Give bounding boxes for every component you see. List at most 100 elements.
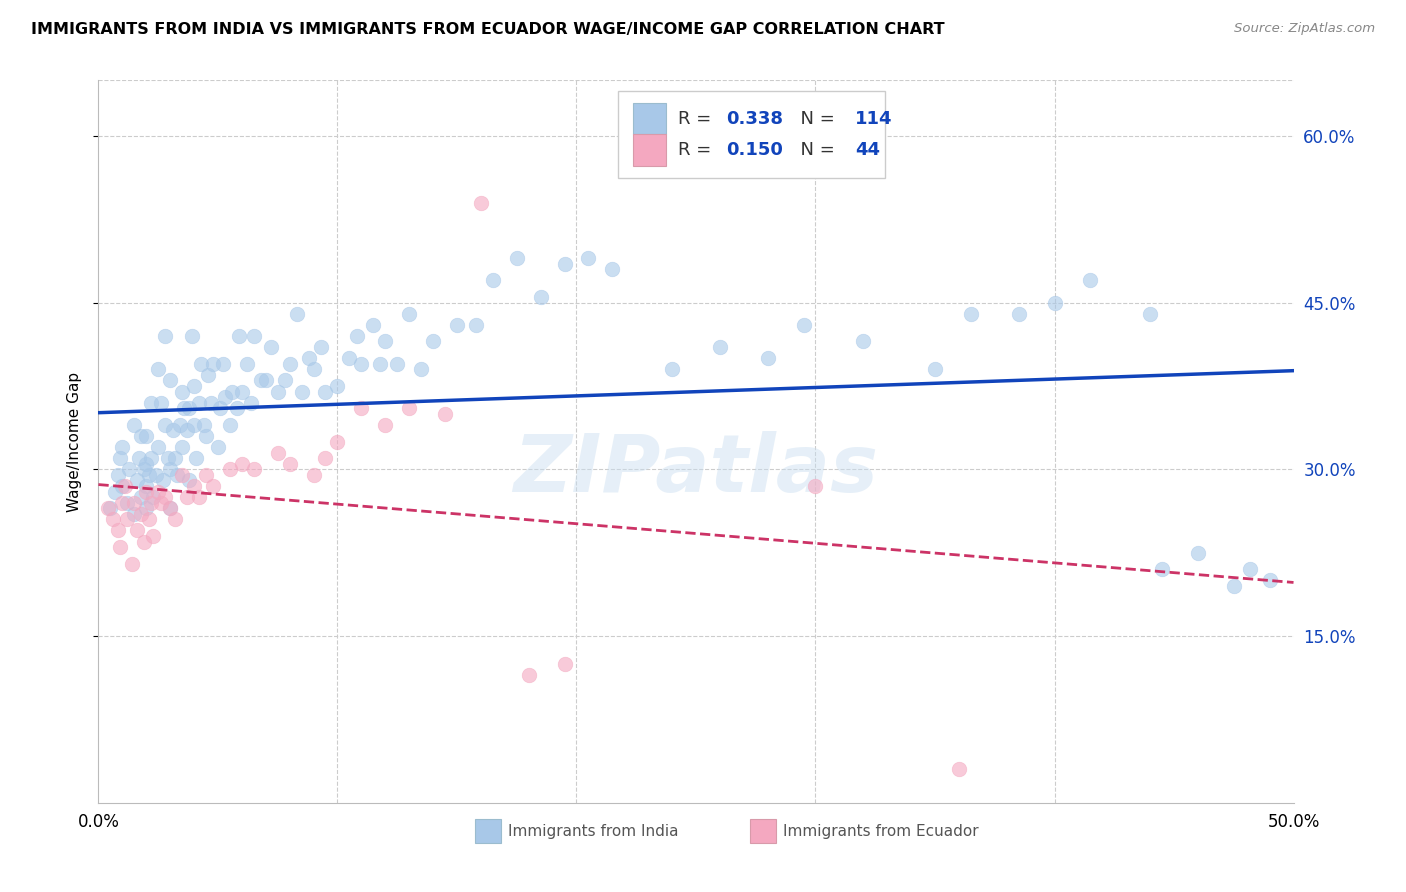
Point — [169, 417, 191, 432]
Point — [231, 384, 253, 399]
Point — [163, 512, 186, 526]
Bar — [619, 91, 884, 178]
Point — [172, 467, 194, 482]
Point — [111, 479, 134, 493]
Point — [465, 318, 488, 332]
Point — [350, 401, 373, 416]
Point — [298, 351, 321, 366]
Text: 0.338: 0.338 — [725, 110, 783, 128]
Point — [172, 440, 194, 454]
Point — [793, 318, 815, 332]
Point — [124, 417, 146, 432]
Point — [135, 484, 157, 499]
Point — [148, 362, 170, 376]
Point — [948, 763, 970, 777]
Text: R =: R = — [678, 110, 717, 128]
Point — [104, 484, 127, 499]
Point — [183, 417, 205, 432]
Point — [159, 501, 181, 516]
Point — [155, 490, 177, 504]
Point — [180, 329, 202, 343]
Point — [259, 340, 281, 354]
Point — [517, 668, 540, 682]
Point — [214, 390, 236, 404]
Point — [128, 451, 150, 466]
Point — [315, 451, 337, 466]
Point — [1258, 574, 1281, 588]
Point — [346, 329, 368, 343]
Point — [187, 490, 209, 504]
Point — [190, 357, 212, 371]
Point — [209, 401, 232, 416]
Point — [1223, 579, 1246, 593]
Bar — [749, 820, 776, 843]
Point — [156, 451, 179, 466]
Point — [179, 474, 201, 488]
Point — [481, 273, 505, 287]
Point — [195, 429, 218, 443]
Point — [1239, 562, 1261, 576]
Point — [350, 357, 373, 371]
Point — [139, 395, 162, 409]
Point — [108, 451, 131, 466]
Point — [149, 395, 172, 409]
Point — [250, 373, 273, 387]
Text: Immigrants from India: Immigrants from India — [509, 824, 679, 839]
Point — [135, 501, 157, 516]
Point — [111, 496, 134, 510]
Point — [187, 395, 209, 409]
Point — [254, 373, 277, 387]
Point — [193, 417, 215, 432]
Point — [804, 479, 827, 493]
Point — [173, 401, 195, 416]
Point — [97, 501, 120, 516]
Point — [285, 307, 308, 321]
Point — [124, 507, 146, 521]
Point — [374, 417, 396, 432]
Point — [661, 362, 683, 376]
Text: ZIPatlas: ZIPatlas — [513, 432, 879, 509]
Point — [530, 290, 553, 304]
Point — [554, 257, 576, 271]
Point — [274, 373, 297, 387]
Point — [142, 529, 165, 543]
Point — [1080, 273, 1102, 287]
Text: 0.150: 0.150 — [725, 141, 783, 160]
Point — [132, 462, 155, 476]
Text: Immigrants from Ecuador: Immigrants from Ecuador — [783, 824, 979, 839]
Point — [179, 401, 201, 416]
Point — [1008, 307, 1031, 321]
Point — [148, 484, 170, 499]
Point — [139, 451, 162, 466]
Text: R =: R = — [678, 141, 717, 160]
Point — [226, 401, 249, 416]
Point — [115, 512, 138, 526]
Point — [602, 262, 624, 277]
Point — [131, 507, 153, 521]
Point — [155, 417, 177, 432]
Point — [108, 540, 131, 554]
Point — [132, 534, 155, 549]
Point — [162, 424, 184, 438]
Point — [470, 195, 492, 210]
Text: N =: N = — [789, 141, 841, 160]
Point — [183, 379, 205, 393]
Point — [139, 496, 162, 510]
Point — [422, 334, 444, 349]
Point — [131, 429, 153, 443]
Point — [924, 362, 946, 376]
Point — [398, 307, 420, 321]
Point — [363, 318, 385, 332]
Point — [145, 467, 167, 482]
Text: N =: N = — [789, 110, 841, 128]
Point — [1139, 307, 1161, 321]
Point — [446, 318, 468, 332]
Point — [960, 307, 983, 321]
Point — [118, 462, 141, 476]
Point — [125, 474, 148, 488]
Point — [411, 362, 433, 376]
Point — [202, 479, 225, 493]
Point — [152, 474, 174, 488]
Bar — [633, 103, 666, 135]
Point — [125, 524, 148, 538]
